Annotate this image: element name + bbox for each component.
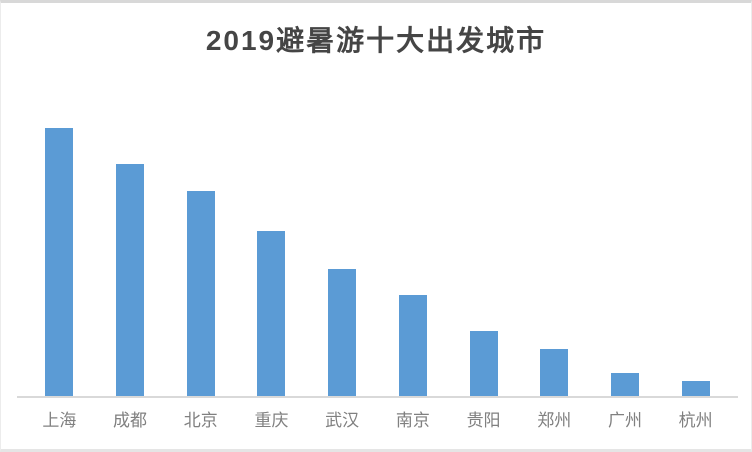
x-axis-label: 广州 [607,411,642,430]
bar-9 [610,373,639,396]
x-axis-label: 武汉 [325,411,360,430]
bar-5 [328,269,357,396]
x-axis-label: 上海 [42,411,77,430]
x-axis-label: 郑州 [537,411,572,430]
bar-7 [469,331,498,396]
bar-slot [236,116,307,396]
bar-10 [681,381,710,396]
bar-6 [398,295,427,396]
bar-1 [45,128,74,396]
bar-slot [165,116,236,396]
x-axis-label: 北京 [183,411,218,430]
bar-8 [540,349,569,396]
x-axis-label: 杭州 [678,411,713,430]
bar-slot [95,116,166,396]
chart-title: 2019避暑游十大出发城市 [205,25,547,56]
bar-slot [24,116,95,396]
bar-slot [590,116,661,396]
x-axis-label: 重庆 [254,411,289,430]
x-axis-label: 成都 [113,411,148,430]
bar-slot [378,116,449,396]
bar-4 [257,231,286,396]
bar-slot [519,116,590,396]
x-axis-line [17,396,738,398]
bar-2 [116,164,145,396]
bar-3 [186,191,215,396]
bar-slot [307,116,378,396]
bar-slot [660,116,731,396]
x-axis-labels: 上海 成都 北京 重庆 武汉 南京 贵阳 郑州 广州 杭州 [24,410,731,432]
x-axis-label: 贵阳 [466,411,501,430]
x-axis-label: 南京 [395,411,430,430]
bar-slot [448,116,519,396]
plot-area [24,116,731,396]
